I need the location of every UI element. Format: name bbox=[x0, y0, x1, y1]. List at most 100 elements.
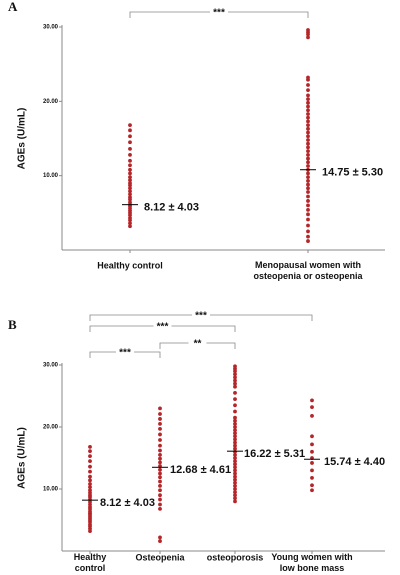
data-point bbox=[306, 203, 310, 208]
data-point bbox=[158, 484, 162, 488]
data-point bbox=[306, 223, 310, 228]
bracket-label-bg bbox=[192, 310, 210, 320]
data-point bbox=[88, 469, 92, 474]
data-point bbox=[310, 475, 314, 480]
data-point bbox=[306, 88, 310, 93]
data-point bbox=[306, 130, 310, 135]
data-point bbox=[88, 488, 92, 493]
data-point bbox=[88, 485, 92, 490]
data-point bbox=[310, 468, 314, 473]
y-tick-label: 20.00 bbox=[43, 99, 59, 105]
data-point bbox=[88, 482, 92, 486]
data-point bbox=[233, 474, 237, 479]
data-point bbox=[128, 140, 132, 145]
data-point bbox=[233, 397, 237, 401]
data-point bbox=[306, 138, 310, 142]
data-point bbox=[306, 123, 310, 128]
data-point bbox=[310, 405, 314, 410]
x-tick-label: Menopausal women with osteopenia or osteo… bbox=[253, 260, 363, 281]
data-point bbox=[158, 471, 162, 476]
data-point bbox=[128, 147, 132, 151]
data-point bbox=[306, 119, 310, 124]
x-tick-label: Young women with low bone mass bbox=[271, 552, 352, 573]
data-point bbox=[128, 216, 132, 220]
data-point bbox=[306, 112, 310, 116]
data-point bbox=[128, 195, 132, 200]
data-point bbox=[88, 449, 92, 454]
data-point bbox=[306, 134, 310, 139]
data-point bbox=[158, 448, 162, 453]
bracket-label: *** bbox=[119, 348, 131, 359]
data-point bbox=[128, 186, 132, 191]
data-point bbox=[158, 479, 162, 484]
data-point bbox=[233, 443, 237, 448]
data-point bbox=[310, 449, 314, 454]
annotation: 15.74 ± 4.40 bbox=[324, 456, 385, 468]
data-point bbox=[158, 488, 162, 493]
data-point bbox=[128, 200, 132, 205]
data-point bbox=[233, 434, 237, 439]
data-point bbox=[310, 461, 314, 465]
data-point bbox=[233, 384, 237, 389]
bracket-label-bg bbox=[153, 321, 172, 331]
y-tick-label: 30.00 bbox=[43, 363, 59, 369]
data-point bbox=[128, 178, 132, 183]
y-tick-label: 30.00 bbox=[43, 25, 59, 31]
y-tick-label: 10.00 bbox=[43, 173, 59, 179]
data-point bbox=[233, 425, 237, 429]
data-point bbox=[88, 464, 92, 469]
data-point bbox=[306, 108, 310, 113]
data-point bbox=[233, 418, 237, 423]
data-point bbox=[306, 149, 310, 154]
data-point bbox=[158, 456, 162, 461]
data-point bbox=[158, 467, 162, 472]
data-point bbox=[233, 490, 237, 494]
data-point bbox=[158, 539, 162, 543]
data-point bbox=[306, 164, 310, 168]
data-point bbox=[158, 453, 162, 457]
data-point bbox=[233, 477, 237, 482]
data-point bbox=[158, 502, 162, 507]
data-point bbox=[306, 239, 310, 243]
data-point bbox=[306, 199, 310, 203]
data-point bbox=[128, 181, 132, 186]
bracket-label-bg bbox=[116, 347, 134, 357]
data-point bbox=[158, 432, 162, 437]
data-point bbox=[233, 415, 237, 420]
data-point bbox=[158, 417, 162, 421]
data-point bbox=[306, 190, 310, 194]
data-point bbox=[306, 229, 310, 234]
data-point bbox=[128, 152, 132, 157]
data-point bbox=[306, 145, 310, 150]
data-point bbox=[233, 381, 237, 386]
data-point bbox=[233, 391, 237, 395]
data-point bbox=[306, 194, 310, 199]
data-point bbox=[88, 474, 92, 479]
data-point bbox=[233, 364, 237, 369]
data-point bbox=[233, 465, 237, 470]
data-point bbox=[310, 413, 314, 418]
x-tick-label: osteoporosis bbox=[207, 552, 264, 562]
data-point bbox=[158, 460, 162, 465]
data-point bbox=[306, 100, 310, 105]
data-point bbox=[306, 75, 310, 80]
data-point bbox=[306, 217, 310, 222]
data-point bbox=[306, 141, 310, 146]
data-point bbox=[128, 158, 132, 163]
data-point bbox=[88, 454, 92, 459]
bracket-label-bg bbox=[188, 338, 207, 348]
x-tick-label: Osteopenia bbox=[135, 552, 185, 562]
data-point bbox=[233, 471, 237, 476]
data-point bbox=[128, 128, 132, 133]
data-point bbox=[233, 403, 237, 408]
data-point bbox=[233, 459, 237, 463]
data-point bbox=[306, 35, 310, 40]
data-point bbox=[158, 506, 162, 511]
data-point bbox=[306, 234, 310, 239]
data-point bbox=[310, 442, 314, 447]
data-point bbox=[88, 459, 92, 463]
x-tick-label: Healthy control bbox=[74, 552, 107, 573]
data-point bbox=[128, 171, 132, 176]
data-point bbox=[306, 160, 310, 165]
data-point bbox=[306, 178, 310, 183]
